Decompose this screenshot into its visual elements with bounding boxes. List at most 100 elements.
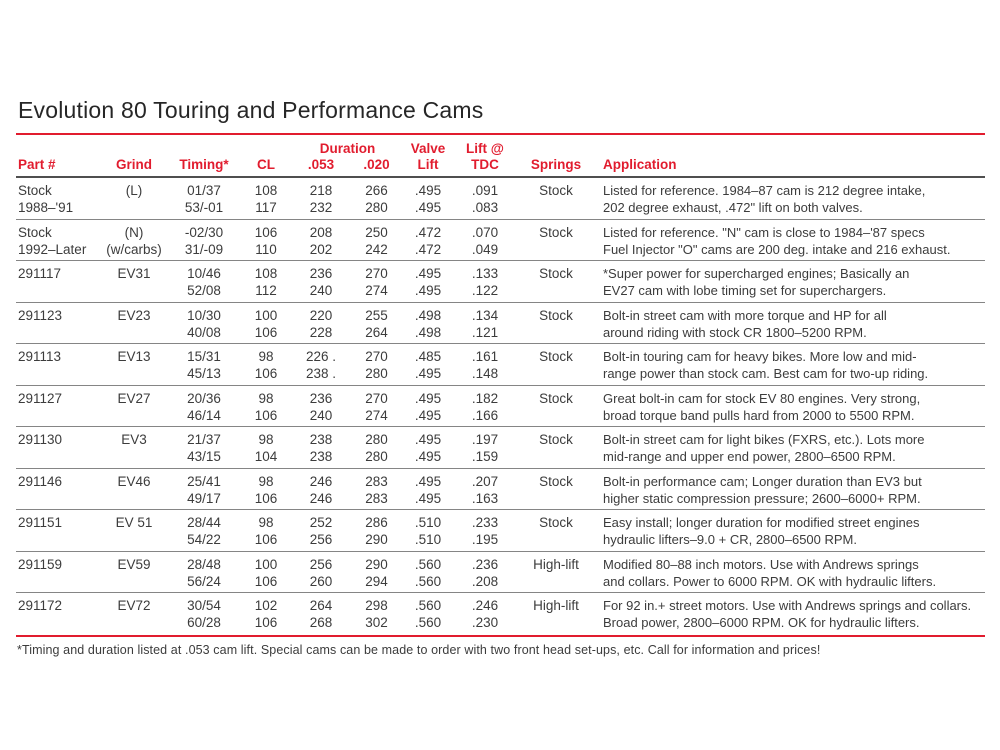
grind-cell: EV3 [121, 432, 147, 447]
table-body: Stock 1988–'91 (L) 01/37 53/-01 108 117 218… [16, 178, 985, 635]
duration-053-cell: 256 260 [309, 556, 333, 589]
lift-at-tdc-cell: .134.121 [471, 307, 499, 340]
timing-cell: 15/31 45/13 [187, 349, 221, 381]
lift-at-tdc-cell: .182.166 [471, 390, 499, 423]
valve-lift-cell: .485.495 [414, 349, 442, 381]
cl-cell: 98 106 [254, 349, 278, 381]
lift-at-tdc-cell: .236.208 [471, 556, 499, 589]
header-spacer [16, 141, 292, 157]
valve-lift-cell: .510.510 [414, 515, 442, 547]
timing-cell: 20/36 46/14 [187, 390, 221, 423]
springs-cell: Stock [539, 432, 573, 447]
valve-lift-cell: .498.498 [414, 307, 442, 340]
part-number-cell: 291172 [18, 598, 63, 613]
table-row: Stock 1992–Later (N) (w/carbs) -02/30 31/-0… [16, 220, 985, 261]
cl-cell: 100 106 [254, 307, 278, 340]
part-number-cell: Stock 1992–Later [18, 224, 87, 257]
cl-cell: 98 104 [254, 432, 278, 464]
duration-020-cell: 283 283 [365, 473, 388, 506]
duration-053-cell: 252 256 [309, 515, 333, 547]
duration-053-cell: 208 202 [309, 224, 333, 257]
timing-cell: -02/30 31/-09 [184, 224, 224, 257]
grind-cell: (N) (w/carbs) [106, 224, 162, 257]
part-number-cell: 291159 [18, 556, 63, 572]
application-cell: *Super power for supercharged engines; B… [603, 266, 910, 298]
springs-cell: Stock [539, 224, 573, 240]
table-row: 291146 EV46 25/41 49/17 98 106 246 246 283 2… [16, 469, 985, 510]
grind-cell: EV23 [117, 307, 151, 323]
valve-lift-cell: .495.495 [414, 183, 442, 215]
table-row: 291130 EV3 21/37 43/15 98 104 238 238 280 28… [16, 427, 985, 469]
timing-cell: 30/54 60/28 [187, 598, 221, 630]
column-header-valve-top: Valve [410, 141, 446, 156]
column-header-valve-lift: Lift [417, 157, 439, 172]
timing-cell: 28/44 54/22 [187, 515, 221, 547]
timing-cell: 01/37 53/-01 [184, 183, 224, 215]
timing-cell: 10/30 40/08 [187, 307, 221, 340]
springs-cell: Stock [539, 307, 573, 323]
duration-053-cell: 218 232 [309, 183, 333, 215]
grind-cell: EV13 [117, 349, 151, 364]
valve-lift-cell: .495.495 [414, 390, 442, 423]
cl-cell: 98 106 [254, 473, 278, 506]
timing-cell: 21/37 43/15 [187, 432, 221, 464]
column-header-application: Application [603, 157, 677, 172]
grind-cell: EV 51 [115, 515, 153, 530]
table-row: 291113 EV13 15/31 45/13 98 106 226 . 238 . … [16, 344, 985, 386]
springs-cell: Stock [539, 515, 573, 530]
duration-020-cell: 280 280 [365, 432, 388, 464]
duration-053-cell: 236 240 [309, 390, 333, 423]
grind-cell: EV46 [117, 473, 151, 489]
column-header-timing: Timing* [179, 157, 229, 172]
timing-cell: 25/41 49/17 [187, 473, 221, 506]
column-header-springs: Springs [530, 157, 582, 172]
springs-cell: Stock [539, 183, 573, 198]
valve-lift-cell: .495.495 [414, 473, 442, 506]
title-rule [16, 133, 985, 135]
grind-cell: EV27 [117, 390, 151, 406]
lift-at-tdc-cell: .091.083 [471, 183, 499, 215]
duration-020-cell: 270 280 [365, 349, 388, 381]
timing-cell: 10/46 52/08 [187, 266, 221, 298]
column-header-grind: Grind [116, 157, 152, 172]
column-header-d020: .020 [363, 157, 390, 172]
duration-020-cell: 290 294 [365, 556, 388, 589]
cl-cell: 98 106 [254, 390, 278, 423]
application-cell: Bolt-in street cam for light bikes (FXRS… [603, 432, 925, 464]
duration-020-cell: 266 280 [365, 183, 388, 215]
duration-020-cell: 270 274 [365, 390, 388, 423]
valve-lift-cell: .472.472 [414, 224, 442, 257]
application-cell: Great bolt-in cam for stock EV 80 engine… [603, 390, 921, 423]
springs-cell: Stock [539, 473, 573, 489]
duration-053-cell: 236 240 [309, 266, 333, 298]
lift-at-tdc-cell: .161.148 [471, 349, 499, 381]
duration-053-cell: 264 268 [309, 598, 333, 630]
application-cell: Bolt-in performance cam; Longer duration… [603, 473, 922, 506]
grind-cell: EV31 [117, 266, 151, 281]
cl-cell: 98 106 [254, 515, 278, 547]
table-row: Stock 1988–'91 (L) 01/37 53/-01 108 117 218… [16, 178, 985, 220]
table-row: 291151 EV 51 28/44 54/22 98 106 252 256 286… [16, 510, 985, 552]
page-title: Evolution 80 Touring and Performance Cam… [18, 97, 484, 123]
column-header-part: Part # [18, 157, 56, 172]
duration-020-cell: 250 242 [365, 224, 388, 257]
part-number-cell: 291113 [18, 349, 62, 364]
grind-cell: EV72 [117, 598, 151, 613]
springs-cell: Stock [539, 390, 573, 406]
table-row: 291117 EV31 10/46 52/08 108 112 236 240 270… [16, 261, 985, 303]
part-number-cell: 291146 [18, 473, 63, 489]
lift-at-tdc-cell: .233.195 [471, 515, 499, 547]
part-number-cell: 291117 [18, 266, 62, 281]
table-row: 291127 EV27 20/36 46/14 98 106 236 240 270 2… [16, 386, 985, 427]
springs-cell: Stock [539, 266, 573, 281]
column-group-duration: Duration [319, 141, 376, 156]
duration-020-cell: 286 290 [365, 515, 388, 547]
table-row: 291172 EV72 30/54 60/28 102 106 264 268 298… [16, 593, 985, 635]
springs-cell: Stock [539, 349, 573, 364]
column-header-cl: CL [257, 157, 275, 172]
grind-cell: EV59 [117, 556, 151, 572]
duration-053-cell: 238 238 [309, 432, 333, 464]
table-header: Duration Valve Lift @ Part # Grind Timin… [16, 135, 985, 178]
table-row: 291159 EV59 28/48 56/24 100 106 256 260 290… [16, 552, 985, 593]
application-cell: Bolt-in touring cam for heavy bikes. Mor… [603, 349, 929, 381]
